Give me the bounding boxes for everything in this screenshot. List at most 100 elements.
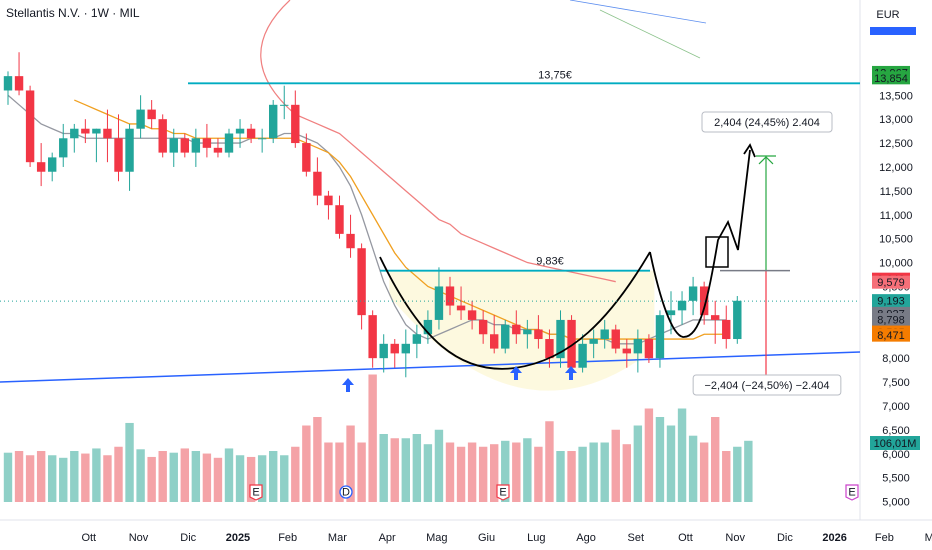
volume-bar [401, 438, 410, 502]
volume-bar [434, 429, 444, 502]
time-tick-label: Nov [129, 532, 149, 544]
candle-body [235, 128, 245, 134]
candle-body [711, 315, 720, 320]
volume-bar [688, 435, 698, 502]
candle-body [545, 339, 554, 359]
event-marker-label: D [342, 487, 350, 499]
measure-down-label: −2,404 (−24,50%) −2.404 [704, 380, 829, 392]
volume-bar [269, 451, 278, 502]
candle-body [412, 334, 422, 344]
candle-body [103, 128, 112, 139]
moving-average-line [260, 0, 296, 115]
candle-body [578, 343, 587, 368]
candle-body [534, 329, 543, 340]
candle-body [280, 104, 289, 106]
volume-bar [246, 456, 256, 502]
price-tick-label: 12,500 [879, 138, 913, 150]
volume-bar [523, 438, 532, 502]
candle-body [633, 339, 643, 354]
candle-body [48, 157, 57, 172]
volume-bar [567, 451, 576, 502]
candle-body [313, 171, 322, 196]
volume-bar [136, 449, 145, 502]
support-trendline [0, 351, 861, 383]
candle-body [445, 286, 455, 306]
time-tick-label: Mar [925, 532, 932, 544]
volume-bar [36, 451, 46, 502]
price-tick-label: 7,000 [882, 401, 910, 413]
candle-body [125, 128, 134, 172]
candle-body [59, 138, 68, 158]
volume-bar [169, 452, 178, 502]
volume-bar [578, 446, 587, 502]
volume-bar [103, 455, 112, 502]
up-arrow-icon [565, 366, 577, 380]
candle-body [180, 138, 189, 153]
volume-bar [711, 417, 720, 502]
price-tag-label: 9,193 [877, 296, 905, 308]
time-tick-label: 2026 [822, 532, 846, 544]
volume-bar [59, 457, 68, 502]
candle-body [556, 319, 565, 359]
measure-down-box [692, 374, 842, 396]
price-tick-label: 13,500 [879, 90, 913, 102]
price-tag-blue [870, 27, 916, 35]
candle-body [390, 343, 399, 354]
time-tick-label: Giu [478, 532, 495, 544]
candle-body [36, 162, 46, 172]
candle-body [490, 334, 499, 349]
volume-bar [313, 417, 322, 502]
candle-body [512, 324, 521, 335]
chart-title: Stellantis N.V. · 1W · MIL [6, 6, 140, 20]
volume-bar [125, 422, 134, 502]
resistance-label: 13,75€ [538, 69, 572, 81]
time-tick-label: Apr [379, 532, 396, 544]
candle-body [379, 343, 388, 359]
volume-bar [70, 451, 79, 502]
price-tag-label: 8,471 [877, 330, 905, 342]
volume-bar [677, 408, 687, 502]
candle-body [213, 147, 223, 153]
candle-body [136, 109, 145, 129]
volume-bar [224, 448, 234, 502]
price-tag [872, 313, 910, 327]
price-tick-label: 11,500 [880, 186, 913, 198]
price-tick-label: 10,000 [879, 258, 913, 270]
price-tick-label: 7,500 [882, 377, 910, 389]
candle-body [644, 339, 654, 359]
volume-bar [25, 455, 35, 502]
candle-body [191, 138, 201, 153]
price-tick-label: 6,500 [882, 425, 910, 437]
candle-body [456, 305, 466, 311]
volume-bar [600, 442, 609, 502]
time-tick-label: Set [627, 532, 644, 544]
volume-bar [589, 442, 598, 502]
price-tag [872, 328, 910, 342]
candle-body [114, 138, 123, 172]
time-tick-label: Ott [678, 532, 693, 544]
price-tag [872, 71, 910, 85]
candle-body [611, 329, 620, 349]
price-tick-label: 12,000 [879, 162, 913, 174]
time-tick-label: Lug [527, 532, 545, 544]
price-tag-label: 13,854 [874, 73, 908, 85]
measure-up-arrow [758, 156, 774, 165]
candle-body [467, 310, 477, 320]
candle-body [357, 248, 366, 316]
volume-tag [870, 436, 920, 450]
volume-bar [379, 434, 388, 502]
candle-body [655, 315, 665, 359]
event-marker-label: E [848, 487, 855, 499]
volume-bar [644, 408, 654, 502]
volume-bar [202, 453, 212, 502]
volume-bar [556, 451, 565, 502]
candle-body [478, 319, 488, 335]
candle-body [622, 348, 631, 354]
time-tick-label: Nov [725, 532, 745, 544]
volume-bar [423, 444, 433, 502]
volume-bar [722, 451, 731, 502]
candle-body [14, 76, 24, 91]
candle-body [423, 319, 433, 335]
volume-bar [147, 456, 156, 502]
